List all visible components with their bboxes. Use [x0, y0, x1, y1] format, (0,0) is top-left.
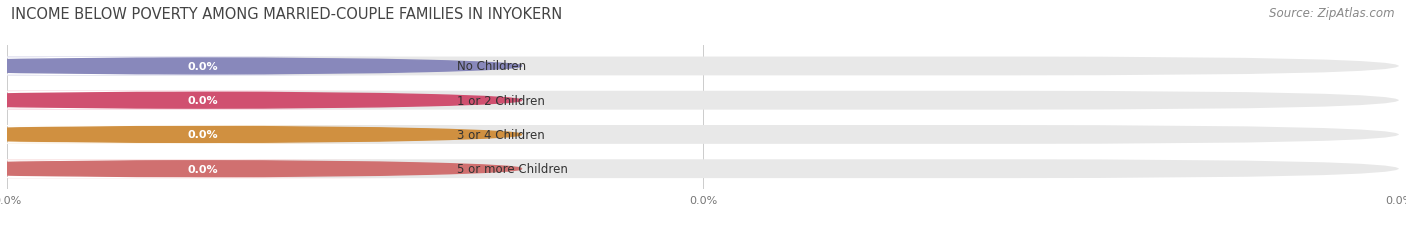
FancyBboxPatch shape	[0, 91, 396, 110]
FancyBboxPatch shape	[0, 91, 396, 110]
Circle shape	[0, 161, 522, 177]
Circle shape	[0, 93, 522, 109]
Text: INCOME BELOW POVERTY AMONG MARRIED-COUPLE FAMILIES IN INYOKERN: INCOME BELOW POVERTY AMONG MARRIED-COUPL…	[11, 7, 562, 22]
Text: 0.0%: 0.0%	[188, 130, 218, 140]
FancyBboxPatch shape	[0, 125, 396, 144]
Text: No Children: No Children	[457, 60, 526, 73]
FancyBboxPatch shape	[7, 160, 1399, 178]
Text: 0.0%: 0.0%	[188, 62, 218, 72]
FancyBboxPatch shape	[0, 125, 396, 144]
FancyBboxPatch shape	[7, 91, 1399, 110]
FancyBboxPatch shape	[0, 160, 396, 178]
Text: 0.0%: 0.0%	[188, 164, 218, 174]
FancyBboxPatch shape	[0, 125, 396, 144]
Text: 3 or 4 Children: 3 or 4 Children	[457, 128, 546, 141]
FancyBboxPatch shape	[0, 91, 396, 110]
FancyBboxPatch shape	[0, 57, 396, 76]
FancyBboxPatch shape	[0, 57, 396, 76]
Text: 0.0%: 0.0%	[188, 96, 218, 106]
Text: Source: ZipAtlas.com: Source: ZipAtlas.com	[1270, 7, 1395, 20]
FancyBboxPatch shape	[7, 125, 1399, 144]
FancyBboxPatch shape	[0, 160, 396, 178]
FancyBboxPatch shape	[0, 57, 396, 76]
Text: 1 or 2 Children: 1 or 2 Children	[457, 94, 546, 107]
Circle shape	[0, 59, 522, 75]
Text: 5 or more Children: 5 or more Children	[457, 162, 568, 175]
FancyBboxPatch shape	[0, 160, 396, 178]
Circle shape	[0, 127, 522, 143]
FancyBboxPatch shape	[7, 57, 1399, 76]
